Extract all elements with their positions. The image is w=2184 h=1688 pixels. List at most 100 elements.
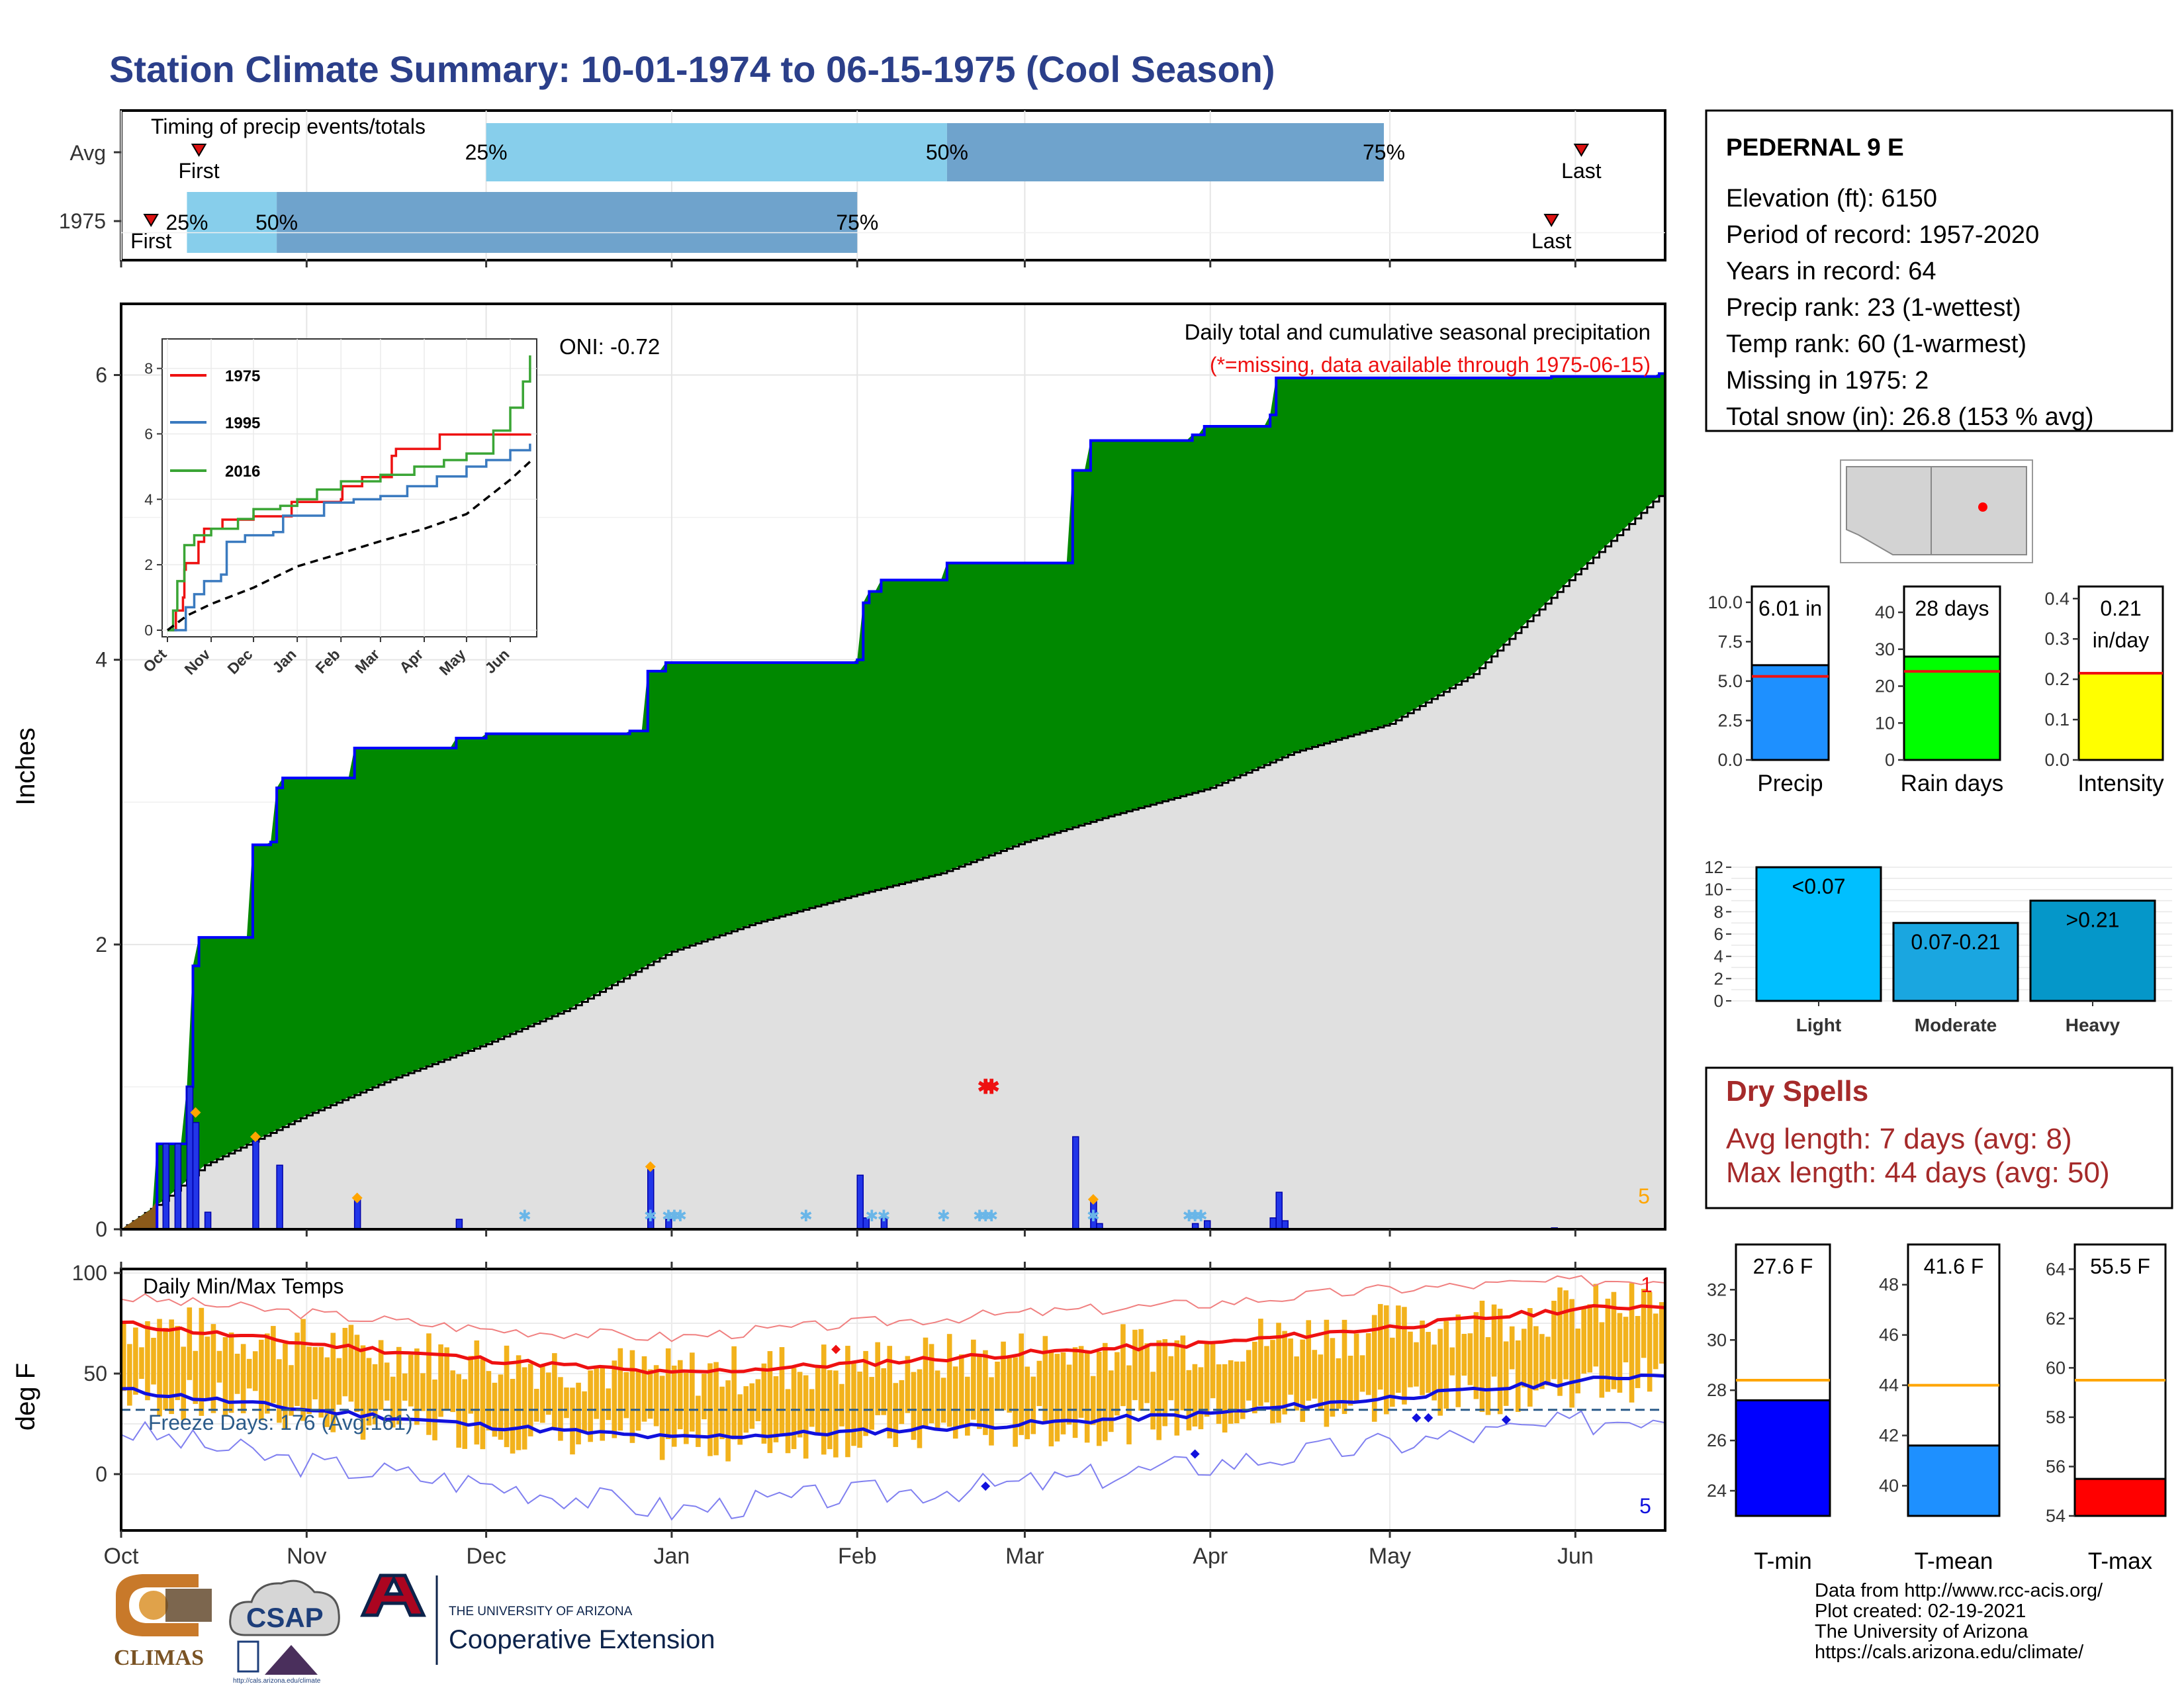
daily-temp-bar [1096, 1352, 1102, 1446]
daily-temp-bar [252, 1351, 258, 1391]
station-precip-rank: Precip rank: 23 (1-wettest) [1726, 294, 2021, 322]
temp-xtick-label: Oct [104, 1544, 139, 1569]
daily-temp-bar [1635, 1315, 1641, 1388]
summary-ytick-label: 0.2 [2044, 669, 2070, 689]
record-max-line [120, 1275, 1666, 1342]
events-bar [1755, 866, 1882, 1002]
daily-temp-bar [749, 1383, 755, 1429]
heavy-precip-marker [190, 1107, 201, 1118]
daily-temp-bar [1647, 1291, 1653, 1392]
events-ytick-label: 10 [1704, 880, 1723, 900]
daily-temp-bar [725, 1380, 731, 1462]
daily-temp-bar [360, 1345, 366, 1440]
inset-frame [161, 338, 537, 637]
daily-temp-bar [1210, 1342, 1216, 1399]
daily-temp-bar [617, 1348, 623, 1431]
climas-sun-icon [139, 1591, 168, 1620]
precip-title: Daily total and cumulative seasonal prec… [1185, 320, 1651, 344]
avg-max-line [120, 1304, 1666, 1375]
daily-temp-bar [1198, 1367, 1204, 1430]
heavy-precip-marker [351, 1192, 363, 1203]
daily-temp-bar [175, 1326, 180, 1401]
events-category-label: Heavy [2066, 1015, 2120, 1035]
credit-line: Data from http://www.rcc-acis.org/ [1815, 1580, 2103, 1601]
summary-ytick-label: 20 [1875, 677, 1895, 696]
timing-row-label: Avg [69, 141, 106, 165]
cumulative-deficit-area [121, 1200, 158, 1229]
daily-temp-bar [1605, 1298, 1611, 1392]
daily-temp-bar [1234, 1361, 1240, 1424]
daily-precip-bar [856, 1174, 864, 1230]
daily-temp-bar [504, 1345, 510, 1448]
daily-temp-bar [396, 1346, 402, 1425]
last-event-marker [1543, 214, 1559, 227]
daily-temp-bar [1180, 1335, 1186, 1411]
daily-temp-bar [1569, 1299, 1574, 1408]
events-bar-label: <0.07 [1792, 874, 1846, 898]
csap-mountain-icon [265, 1645, 318, 1675]
daily-temp-bar [600, 1366, 606, 1441]
daily-temp-bar [755, 1379, 761, 1421]
snow-day-marker: ✱ [799, 1207, 813, 1225]
inset-legend-label: 1995 [225, 414, 260, 432]
daily-temp-bar [127, 1344, 132, 1406]
events-category-label: Light [1796, 1015, 1841, 1035]
inset-ytick-label: 2 [144, 556, 153, 573]
summary-value-label: 55.5 F [2090, 1254, 2150, 1278]
station-location-marker [1978, 502, 1987, 512]
climas-logo-text: CLIMAS [114, 1646, 204, 1670]
last-event-label: Last [1561, 159, 1602, 183]
daily-temp-bar [946, 1334, 952, 1427]
summary-category-label: Precip [1757, 771, 1823, 796]
summary-ytick-label: 10.0 [1707, 592, 1743, 612]
daily-temp-bar [1252, 1341, 1257, 1414]
daily-temp-bar [1347, 1356, 1353, 1406]
daily-temp-bar [546, 1372, 551, 1415]
daily-precip-bar [276, 1164, 283, 1230]
csap-logo-text: CSAP [246, 1602, 324, 1633]
daily-temp-bar [210, 1324, 216, 1413]
daily-temp-bar [552, 1353, 557, 1429]
inset-series-line [167, 444, 531, 632]
events-ytick-label: 6 [1714, 924, 1723, 944]
daily-temp-bar [1138, 1329, 1144, 1411]
summary-value-bar [2073, 1477, 2167, 1517]
credit-line: https://cals.arizona.edu/climate/ [1815, 1642, 2084, 1663]
tmax-summary-chart: 54 56 58 60 62 64 55.5 F T-max [2046, 1243, 2167, 1574]
daily-temp-bar [785, 1389, 791, 1454]
summary-ytick-label: 44 [1879, 1376, 1899, 1395]
station-years: Years in record: 64 [1726, 258, 1936, 285]
daily-temp-bar [1276, 1323, 1281, 1423]
record-min-line [120, 1410, 1666, 1521]
daily-temp-bar [420, 1373, 426, 1411]
daily-temp-bar [1659, 1302, 1664, 1364]
daily-temp-bar [438, 1344, 443, 1417]
temp-corner-bottom: 5 [1639, 1494, 1651, 1518]
daily-temp-bar [821, 1344, 827, 1455]
daily-temp-bar [450, 1370, 455, 1413]
locator-map [1840, 459, 2033, 563]
events-bar-label: 0.07-0.21 [1911, 930, 2000, 954]
daily-temp-bar [731, 1346, 737, 1440]
station-missing: Missing in 1975: 2 [1726, 367, 1929, 395]
daily-temp-bar [414, 1348, 420, 1425]
daily-temp-bar [1527, 1308, 1533, 1407]
daily-temp-bar [265, 1333, 270, 1414]
daily-temp-bar [193, 1350, 199, 1404]
summary-ytick-label: 28 [1707, 1380, 1727, 1400]
daily-temp-bar [1282, 1331, 1287, 1415]
daily-temp-bar [905, 1356, 911, 1413]
daily-temp-bar [516, 1355, 522, 1450]
snow-day-marker: ✱ [1183, 1207, 1196, 1225]
daily-temp-bar [318, 1346, 324, 1418]
summary-ytick-label: 24 [1707, 1481, 1727, 1501]
daily-precip-bar [1269, 1217, 1277, 1230]
temp-xtick-label: Dec [466, 1544, 506, 1569]
daily-temp-bar [934, 1370, 940, 1429]
daily-temp-bar [384, 1362, 390, 1401]
daily-temp-bar [690, 1352, 695, 1432]
daily-temp-bar [797, 1372, 803, 1438]
daily-temp-bar [1611, 1291, 1617, 1389]
daily-temp-bar [1115, 1352, 1120, 1416]
